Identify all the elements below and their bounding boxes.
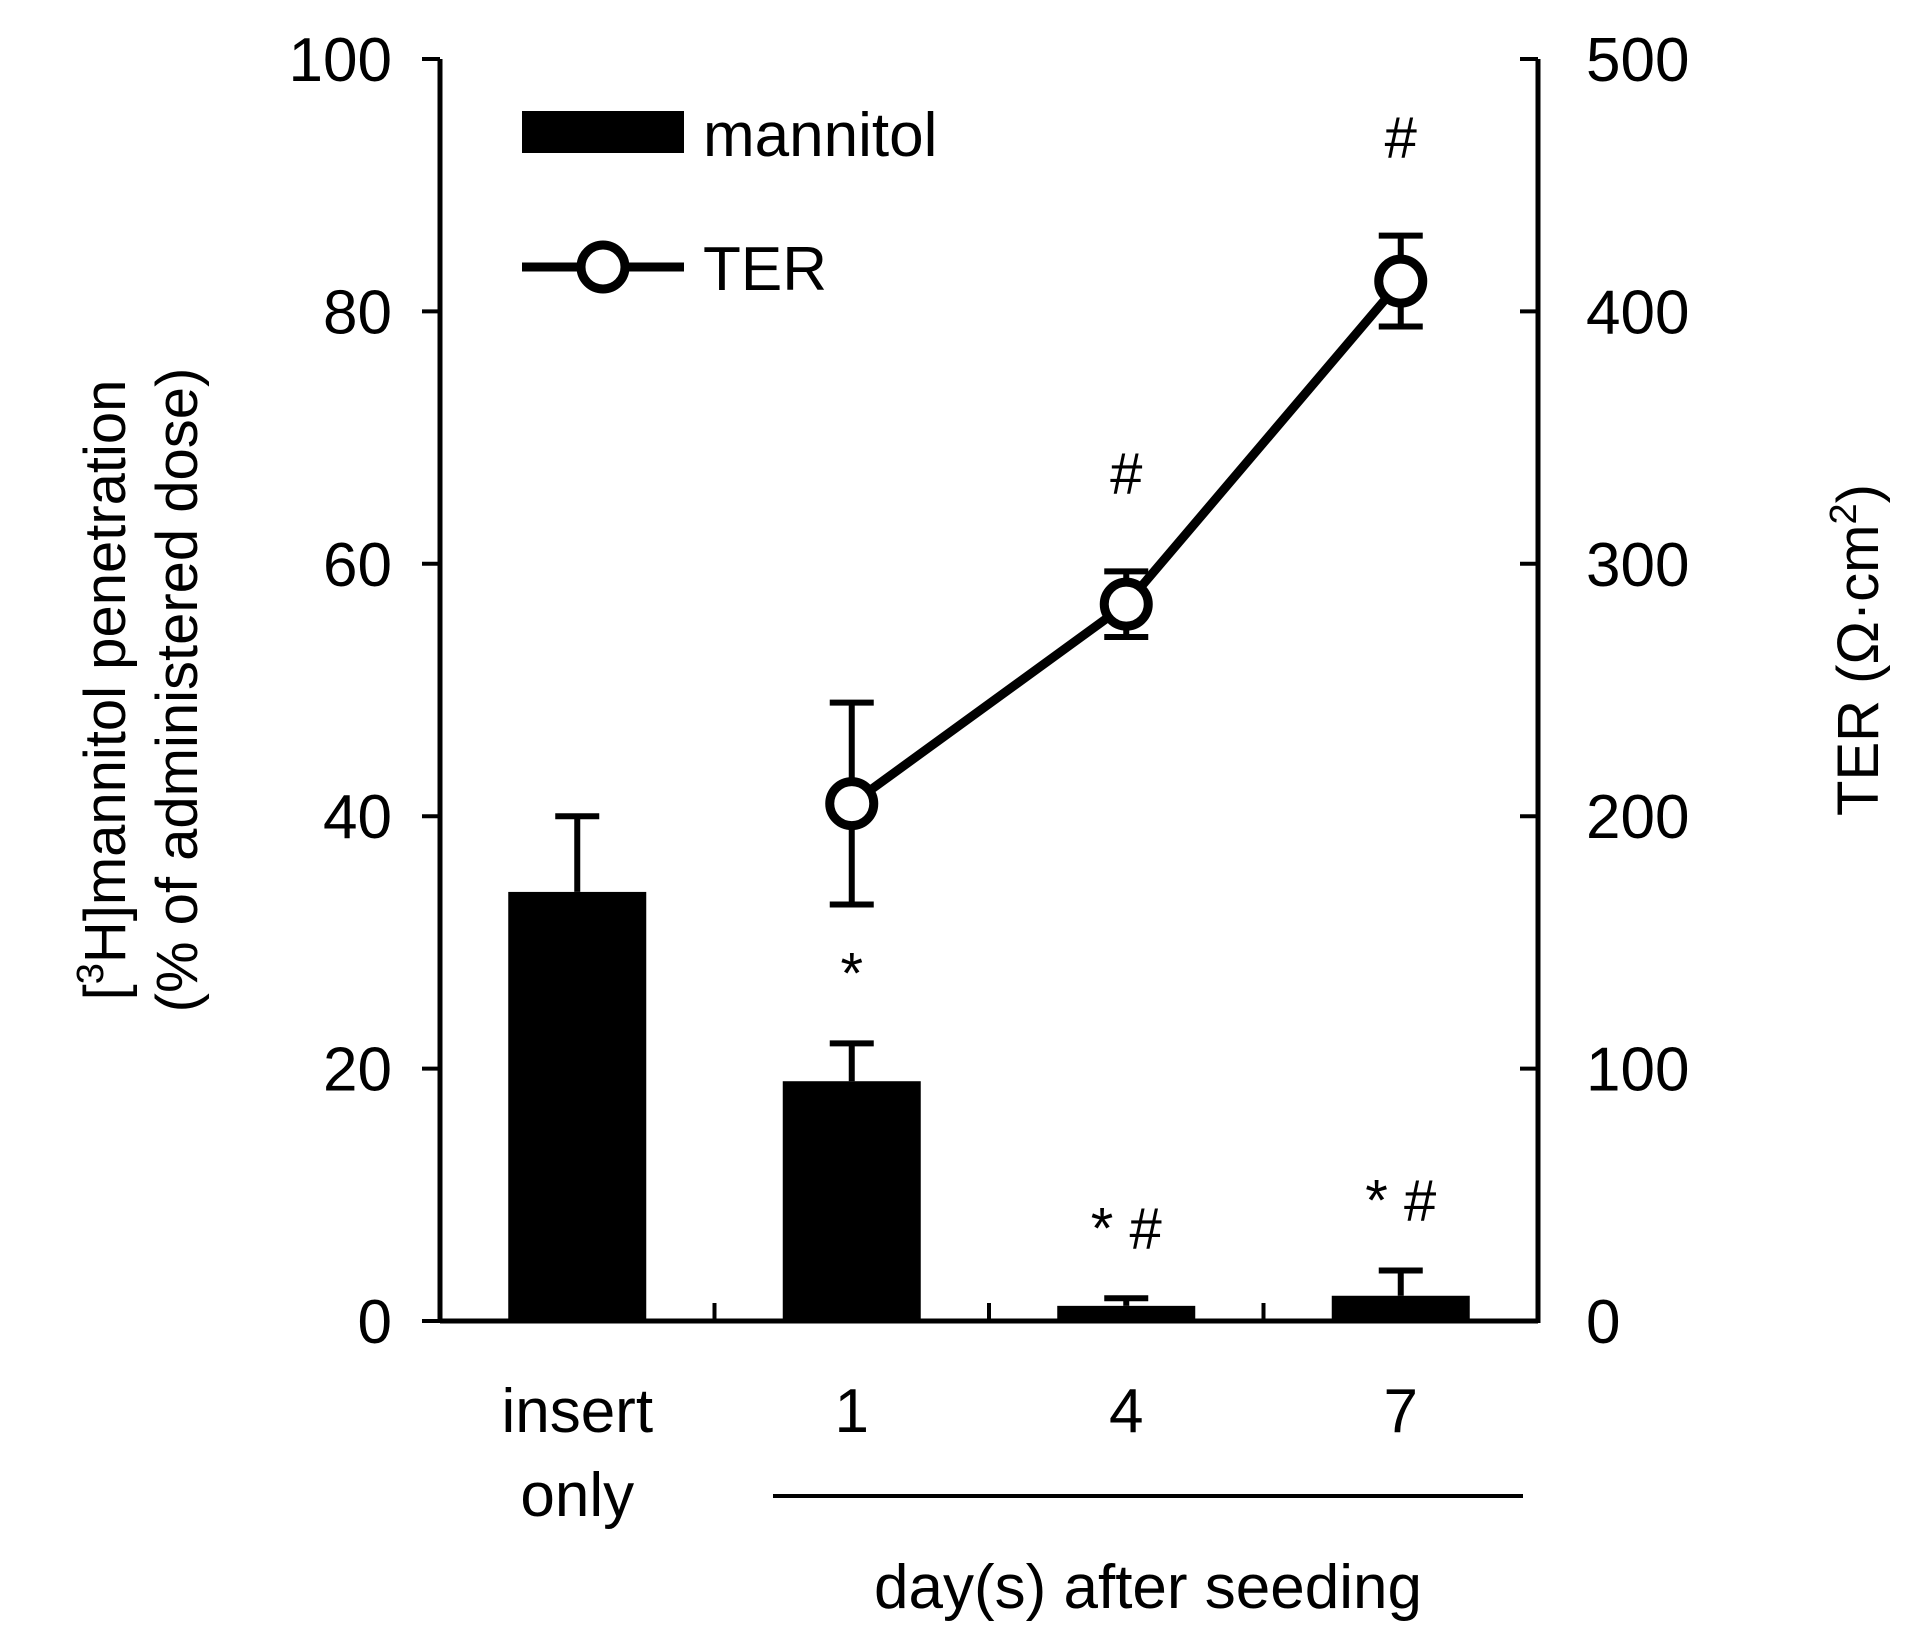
ter-significance-mark: # xyxy=(1385,106,1417,171)
right-tick-label: 0 xyxy=(1586,1288,1620,1357)
x-axis-ticks xyxy=(712,1303,1266,1321)
left-axis-title: [3H]mannitol penetration (% of administe… xyxy=(70,368,210,1013)
ter-significance-mark: # xyxy=(1110,441,1142,506)
legend-ter-label: TER xyxy=(703,235,827,304)
mannitol-significance-mark: * xyxy=(840,941,863,1006)
right-tick-label: 200 xyxy=(1586,783,1689,852)
x-category-label: only xyxy=(520,1461,634,1530)
legend-mannitol-label: mannitol xyxy=(703,101,937,170)
x-category-labels: insert only 1 4 7 xyxy=(501,1377,1418,1530)
right-tick-label: 400 xyxy=(1586,278,1689,347)
left-tick-label: 0 xyxy=(358,1288,392,1357)
left-tick-label: 40 xyxy=(323,783,392,852)
right-axis-title: TER (Ω·cm2) xyxy=(1823,484,1891,816)
mannitol-bar xyxy=(508,891,647,1321)
x-category-label: 7 xyxy=(1384,1377,1418,1446)
mannitol-bar xyxy=(782,1081,921,1321)
ter-point xyxy=(1374,254,1428,308)
mannitol-bar xyxy=(1331,1295,1470,1321)
mannitol-significance-mark: * # xyxy=(1365,1169,1436,1234)
svg-text:TER (Ω·cm2): TER (Ω·cm2) xyxy=(1823,484,1891,816)
right-tick-label: 300 xyxy=(1586,531,1689,600)
legend-mannitol-swatch xyxy=(522,111,684,153)
mannitol-significance-mark: * # xyxy=(1091,1196,1162,1261)
significance-marks: * * # * # # # xyxy=(840,106,1436,1262)
right-tick-label: 100 xyxy=(1586,1036,1689,1105)
x-category-label: 1 xyxy=(835,1377,869,1446)
legend-ter-marker xyxy=(576,240,630,294)
x-category-label: insert xyxy=(501,1377,653,1446)
x-group-label: day(s) after seeding xyxy=(874,1553,1422,1622)
ter-line-series xyxy=(825,232,1428,908)
ter-point xyxy=(1099,577,1153,631)
legend: mannitol TER xyxy=(522,101,937,304)
mannitol-bars xyxy=(508,813,1470,1321)
left-axis-title-line2: (% of administered dose) xyxy=(145,368,210,1013)
right-tick-label: 500 xyxy=(1586,26,1689,95)
left-axis-ticks: 0 20 40 60 80 100 xyxy=(289,26,440,1357)
x-category-label: 4 xyxy=(1109,1377,1143,1446)
left-tick-label: 60 xyxy=(323,531,392,600)
left-tick-label: 100 xyxy=(289,26,392,95)
ter-line xyxy=(849,278,1405,808)
right-axis-ticks: 0 100 200 300 400 500 xyxy=(1520,26,1689,1357)
left-tick-label: 80 xyxy=(323,278,392,347)
ter-point xyxy=(825,777,879,831)
left-axis-title-line1: [3H]mannitol penetration xyxy=(70,380,138,1001)
left-tick-label: 20 xyxy=(323,1036,392,1105)
mannitol-bar xyxy=(1057,1305,1196,1321)
